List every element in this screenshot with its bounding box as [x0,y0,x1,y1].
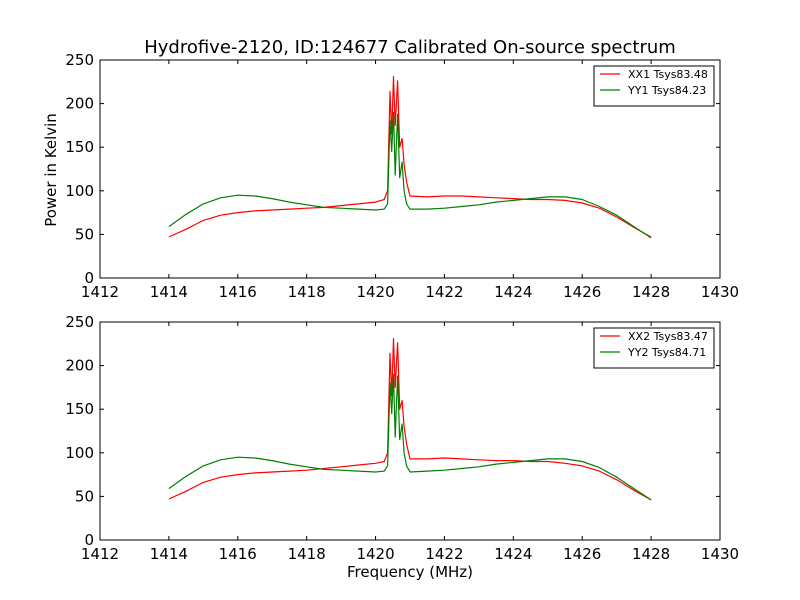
x-tick-label: 1414 [150,283,188,301]
x-axis-label: Frequency (MHz) [347,563,473,581]
x-tick-label: 1422 [425,283,463,301]
top-panel: 1412 1414 1416 1418 1420 1422 1424 1426 1428 1430… [65,51,739,301]
x-tick-label: 1424 [494,545,532,563]
x-tick-label: 1418 [288,283,326,301]
legend-label: YY2 Tsys84.71 [627,346,706,359]
series-line-xx [168,338,652,501]
x-tick-label: 1422 [425,545,463,563]
y-tick-label: 150 [65,400,94,418]
bottom-panel: 1412 1414 1416 1418 1420 1422 1424 1426 1428 1430… [65,313,739,563]
x-tick-label: 1414 [150,545,188,563]
x-tick-label: 1424 [494,283,532,301]
y-tick-label: 250 [65,51,94,69]
y-tick-label: 150 [65,138,94,156]
x-tick-label: 1416 [219,283,257,301]
y-tick-label: 100 [65,182,94,200]
x-tick-label: 1412 [81,545,119,563]
y-tick-label: 50 [75,487,94,505]
x-tick-label: 1416 [219,545,257,563]
series-line-yy [168,111,652,239]
x-tick-label: 1428 [632,545,670,563]
x-tick-label: 1426 [563,283,601,301]
x-tick-label: 1426 [563,545,601,563]
y-tick-label: 0 [84,531,94,549]
series-line-xx [168,76,652,238]
x-tick-label: 1428 [632,283,670,301]
y-tick-label: 100 [65,444,94,462]
x-tick-label: 1418 [288,545,326,563]
y-axis-label: Power in Kelvin [42,113,60,227]
y-tick-label: 0 [84,269,94,287]
y-tick-label: 200 [65,357,94,375]
legend-label: XX2 Tsys83.47 [628,330,708,343]
x-tick-label: 1420 [356,545,394,563]
plot-frame [99,59,721,279]
x-tick-label: 1430 [701,283,739,301]
series-line-yy [168,373,652,501]
y-tick-label: 200 [65,95,94,113]
legend-label: YY1 Tsys84.23 [627,84,706,97]
y-tick-label: 50 [75,225,94,243]
plot-frame [99,321,721,541]
legend-box [593,65,715,107]
legend-label: XX1 Tsys83.48 [628,68,708,81]
x-tick-label: 1420 [356,283,394,301]
x-tick-label: 1412 [81,283,119,301]
figure-title: Hydrofive-2120, ID:124677 Calibrated On-… [144,37,676,58]
y-tick-label: 250 [65,313,94,331]
x-tick-label: 1430 [701,545,739,563]
legend-box [593,327,715,369]
